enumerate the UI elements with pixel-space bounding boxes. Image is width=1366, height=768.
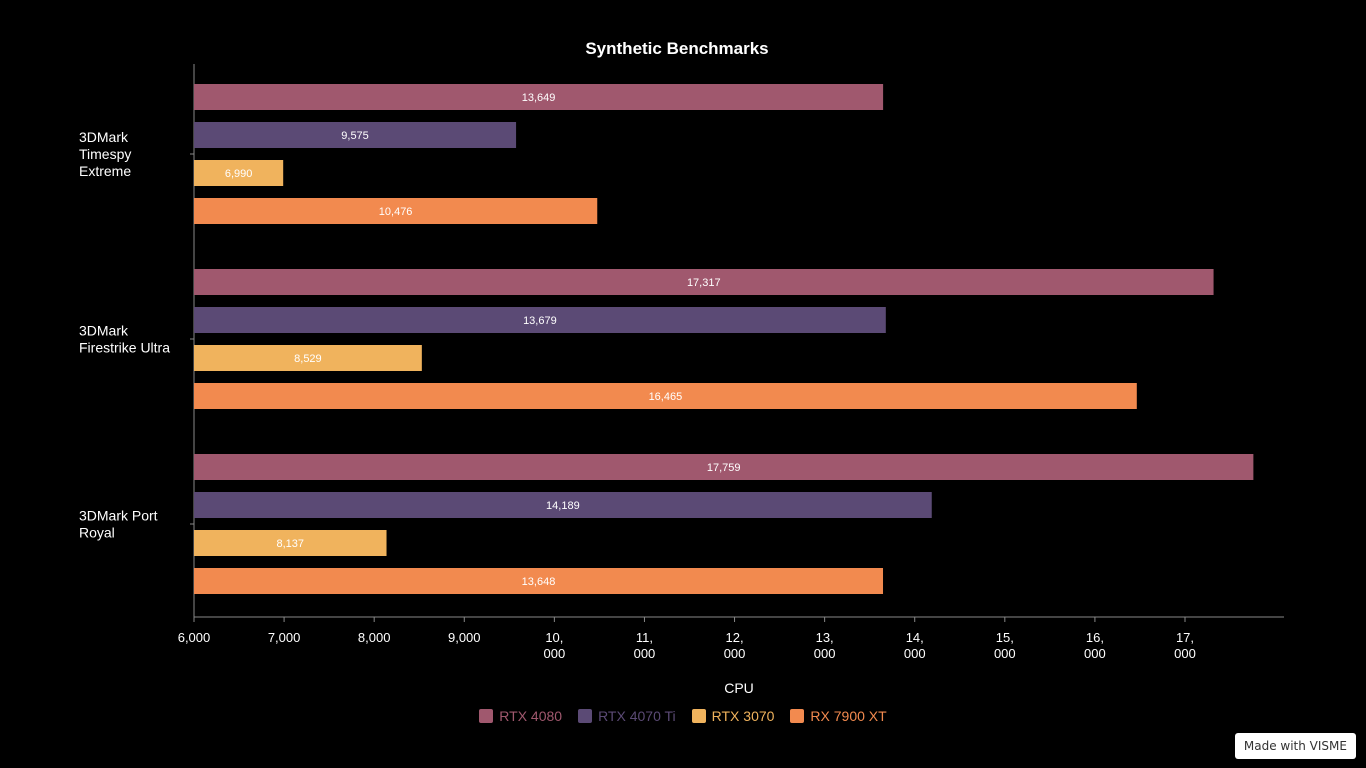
legend-label: RX 7900 XT — [810, 708, 887, 724]
bar-value-label: 13,649 — [522, 92, 556, 104]
x-tick-label: 17, 000 — [1174, 630, 1196, 661]
bar-rtx-4080 — [194, 454, 1254, 480]
bar-rtx-4080 — [194, 84, 884, 110]
bar-value-label: 13,679 — [523, 315, 557, 327]
x-tick-label: 7,000 — [268, 630, 301, 645]
legend-item-rtx-3070[interactable]: RTX 3070 — [691, 708, 775, 724]
y-category-label: 3DMark Timespy Extreme — [79, 129, 131, 179]
bar-value-label: 10,476 — [379, 206, 413, 218]
bar-value-label: 16,465 — [649, 391, 683, 403]
legend-swatch — [479, 709, 494, 723]
bar-rx-7900-xt — [194, 198, 598, 224]
chart-title: Synthetic Benchmarks — [585, 39, 768, 58]
legend-swatch — [790, 709, 805, 723]
x-tick-label: 12, 000 — [724, 630, 746, 661]
x-tick-label: 14, 000 — [904, 630, 926, 661]
legend-item-rtx-4080[interactable]: RTX 4080 — [479, 708, 562, 724]
legend-swatch — [691, 709, 706, 723]
bar-value-label: 9,575 — [341, 130, 369, 142]
bar-rtx-3070 — [194, 530, 387, 556]
x-tick-label: 9,000 — [448, 630, 481, 645]
legend-label: RTX 4070 Ti — [598, 708, 676, 724]
bar-rtx-4070-ti — [194, 492, 932, 518]
legend-item-rtx-4070-ti[interactable]: RTX 4070 Ti — [578, 708, 676, 724]
legend-label: RTX 3070 — [711, 708, 775, 724]
bar-rtx-3070 — [194, 160, 284, 186]
bar-value-label: 8,137 — [276, 538, 304, 550]
legend-swatch — [578, 709, 593, 723]
x-axis-label: CPU — [724, 680, 754, 696]
bar-rtx-4070-ti — [194, 122, 517, 148]
bar-rtx-4070-ti — [194, 307, 886, 333]
x-tick-label: 6,000 — [178, 630, 211, 645]
bar-value-label: 6,990 — [225, 168, 253, 180]
x-tick-label: 16, 000 — [1084, 630, 1106, 661]
x-tick-label: 11, 000 — [634, 630, 656, 661]
bar-value-label: 17,759 — [707, 462, 741, 474]
bar-value-label: 13,648 — [522, 576, 556, 588]
bar-value-label: 8,529 — [294, 353, 322, 365]
bar-rx-7900-xt — [194, 568, 884, 594]
bar-rtx-3070 — [194, 345, 422, 371]
visme-watermark[interactable]: Made with VISME — [1234, 733, 1356, 759]
bar-rtx-4080 — [194, 269, 1214, 295]
bar-value-label: 17,317 — [687, 277, 721, 289]
y-category-label: 3DMark Port Royal — [79, 508, 158, 541]
x-tick-label: 10, 000 — [544, 630, 566, 661]
legend-label: RTX 4080 — [499, 708, 563, 724]
bar-rx-7900-xt — [194, 383, 1137, 409]
legend-item-rx-7900-xt[interactable]: RX 7900 XT — [790, 708, 887, 724]
chart-legend: RTX 4080 RTX 4070 Ti RTX 3070 RX 7900 XT — [0, 708, 1366, 724]
x-tick-label: 13, 000 — [814, 630, 836, 661]
x-tick-label: 8,000 — [358, 630, 391, 645]
bar-value-label: 14,189 — [546, 500, 580, 512]
x-tick-label: 15, 000 — [994, 630, 1016, 661]
y-category-label: 3DMark Firestrike Ultra — [79, 323, 170, 356]
